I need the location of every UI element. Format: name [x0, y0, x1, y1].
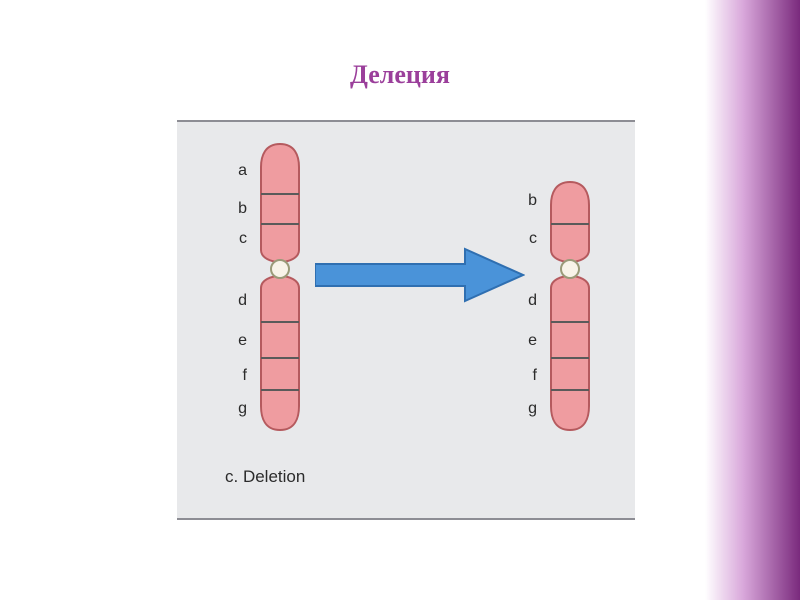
- seg-label: f: [229, 367, 247, 385]
- seg-label: b: [519, 192, 537, 210]
- side-gradient: [705, 0, 800, 600]
- arrow-icon: [315, 247, 525, 308]
- seg-label: a: [229, 162, 247, 180]
- seg-label: d: [229, 292, 247, 310]
- chromosome-right: [545, 180, 595, 432]
- figure-caption: c. Deletion: [225, 467, 305, 487]
- seg-label: f: [519, 367, 537, 385]
- seg-label: c: [519, 230, 537, 248]
- seg-label: e: [519, 332, 537, 350]
- seg-label: c: [229, 230, 247, 248]
- seg-label: b: [229, 200, 247, 218]
- diagram-figure: a b c d e f g b c d e f g c. Deleti: [177, 120, 635, 520]
- seg-label: g: [229, 400, 247, 418]
- seg-label: e: [229, 332, 247, 350]
- page-title: Делеция: [0, 60, 800, 90]
- seg-label: g: [519, 400, 537, 418]
- chromosome-left: [255, 142, 305, 432]
